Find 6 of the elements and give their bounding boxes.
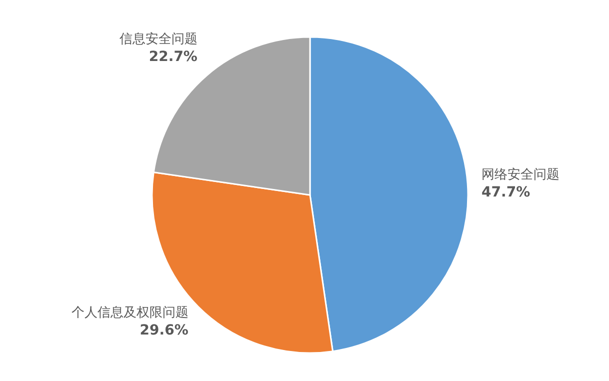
data-label: 22.7% (148, 48, 198, 65)
slice-label: 信息安全问题 (119, 30, 198, 47)
data-label: 29.6% (140, 322, 188, 339)
slice-label: 网络安全问题 (482, 166, 560, 183)
data-label: 47.7% (482, 184, 530, 201)
slice-label: 个人信息及权限问题 (71, 306, 188, 321)
